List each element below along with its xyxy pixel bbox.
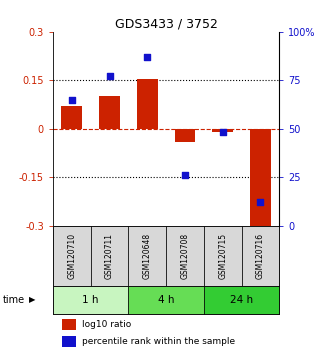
Bar — [53, 286, 128, 314]
Bar — [62, 336, 76, 347]
Point — [258, 200, 263, 205]
Bar — [137, 79, 158, 129]
Text: GSM120708: GSM120708 — [180, 233, 189, 279]
Bar — [62, 319, 76, 330]
Text: GSM120648: GSM120648 — [143, 233, 152, 279]
Bar — [204, 225, 241, 286]
Point — [69, 97, 74, 103]
Text: 24 h: 24 h — [230, 295, 253, 305]
Bar — [61, 106, 82, 129]
Text: percentile rank within the sample: percentile rank within the sample — [82, 337, 236, 346]
Bar — [53, 225, 91, 286]
Point — [182, 172, 187, 178]
Bar — [250, 129, 271, 227]
Bar — [241, 225, 279, 286]
Text: log10 ratio: log10 ratio — [82, 320, 132, 329]
Bar — [128, 225, 166, 286]
Bar — [166, 225, 204, 286]
Bar — [204, 286, 279, 314]
Text: GSM120716: GSM120716 — [256, 233, 265, 279]
Bar — [128, 286, 204, 314]
Text: ▶: ▶ — [29, 295, 35, 304]
Point — [107, 74, 112, 79]
Text: GSM120715: GSM120715 — [218, 233, 227, 279]
Bar — [175, 129, 195, 142]
Text: 1 h: 1 h — [82, 295, 99, 305]
Bar — [91, 225, 128, 286]
Point — [220, 129, 225, 135]
Text: time: time — [3, 295, 25, 305]
Title: GDS3433 / 3752: GDS3433 / 3752 — [115, 18, 218, 31]
Text: GSM120711: GSM120711 — [105, 233, 114, 279]
Bar — [99, 96, 120, 129]
Point — [145, 54, 150, 60]
Text: GSM120710: GSM120710 — [67, 233, 76, 279]
Text: 4 h: 4 h — [158, 295, 174, 305]
Bar — [212, 129, 233, 132]
